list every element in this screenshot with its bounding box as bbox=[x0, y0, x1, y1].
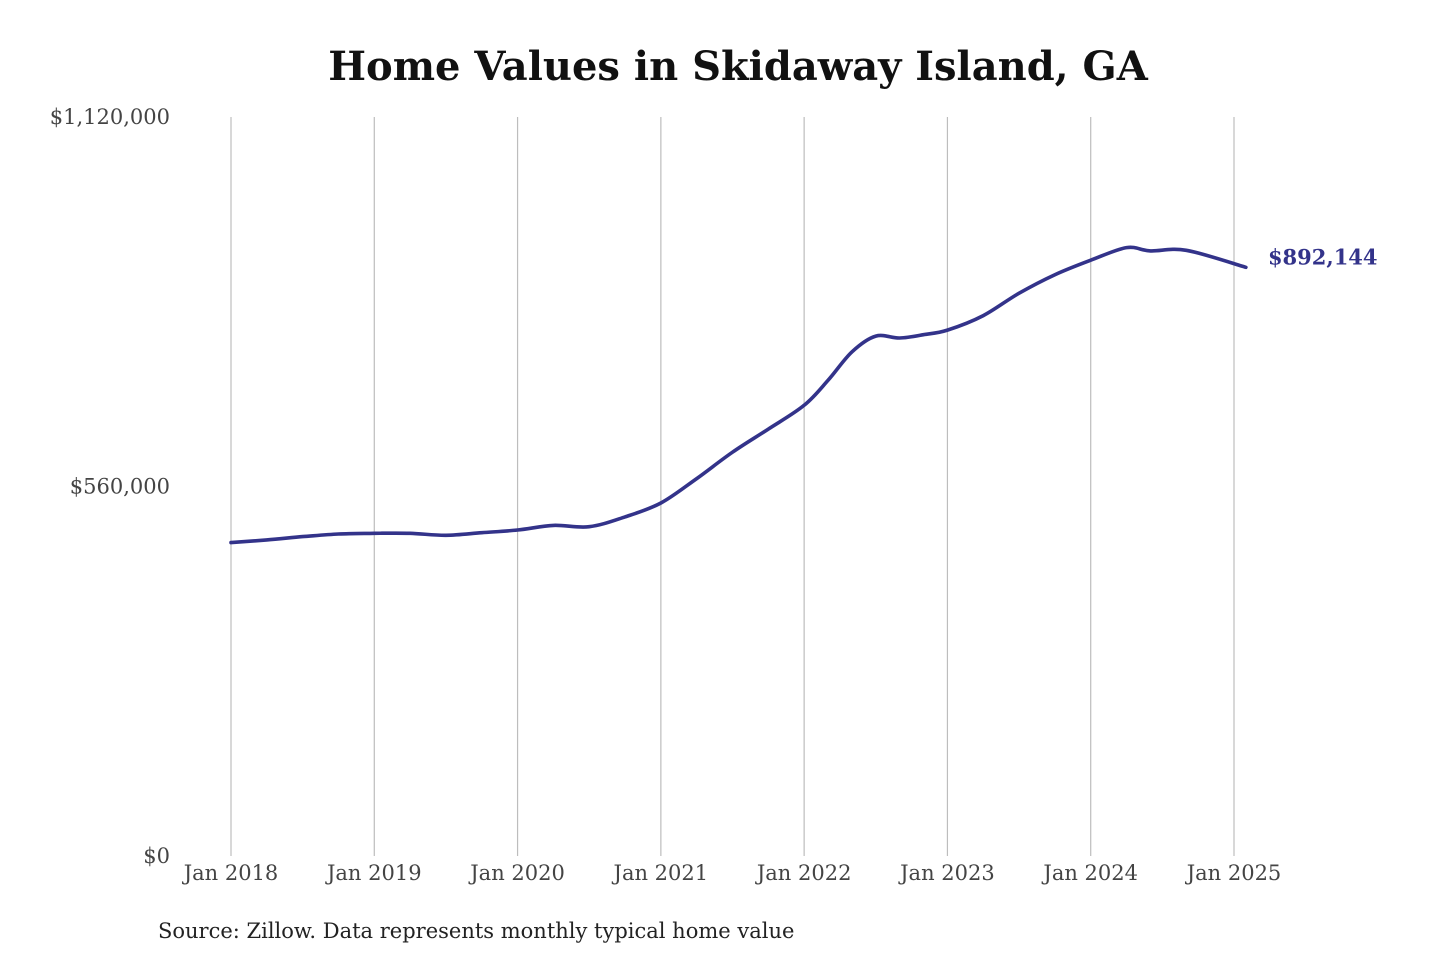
y-axis-ticks: $0 $560,000 $1,120,000 bbox=[50, 105, 170, 868]
x-tick-label: Jan 2023 bbox=[898, 861, 995, 885]
x-tick-label: Jan 2020 bbox=[468, 861, 565, 885]
x-tick-label: Jan 2021 bbox=[612, 861, 709, 885]
x-tick-label: Jan 2025 bbox=[1185, 861, 1282, 885]
x-tick-label: Jan 2018 bbox=[182, 861, 279, 885]
x-axis-ticks: Jan 2018 Jan 2019 Jan 2020 Jan 2021 Jan 2022… bbox=[182, 861, 1282, 885]
chart-title: Home Values in Skidaway Island, GA bbox=[328, 43, 1148, 90]
x-tick-label: Jan 2022 bbox=[755, 861, 852, 885]
y-tick-label: $560,000 bbox=[70, 475, 170, 499]
home-value-line bbox=[229, 245, 1248, 545]
y-tick-label: $1,120,000 bbox=[50, 105, 170, 129]
y-tick-label: $0 bbox=[143, 844, 170, 868]
x-tick-label: Jan 2019 bbox=[325, 861, 422, 885]
gridlines bbox=[230, 117, 1235, 856]
latest-value-label: $892,144 bbox=[1268, 244, 1378, 269]
x-tick-label: Jan 2024 bbox=[1041, 861, 1138, 885]
source-note: Source: Zillow. Data represents monthly … bbox=[158, 919, 794, 943]
